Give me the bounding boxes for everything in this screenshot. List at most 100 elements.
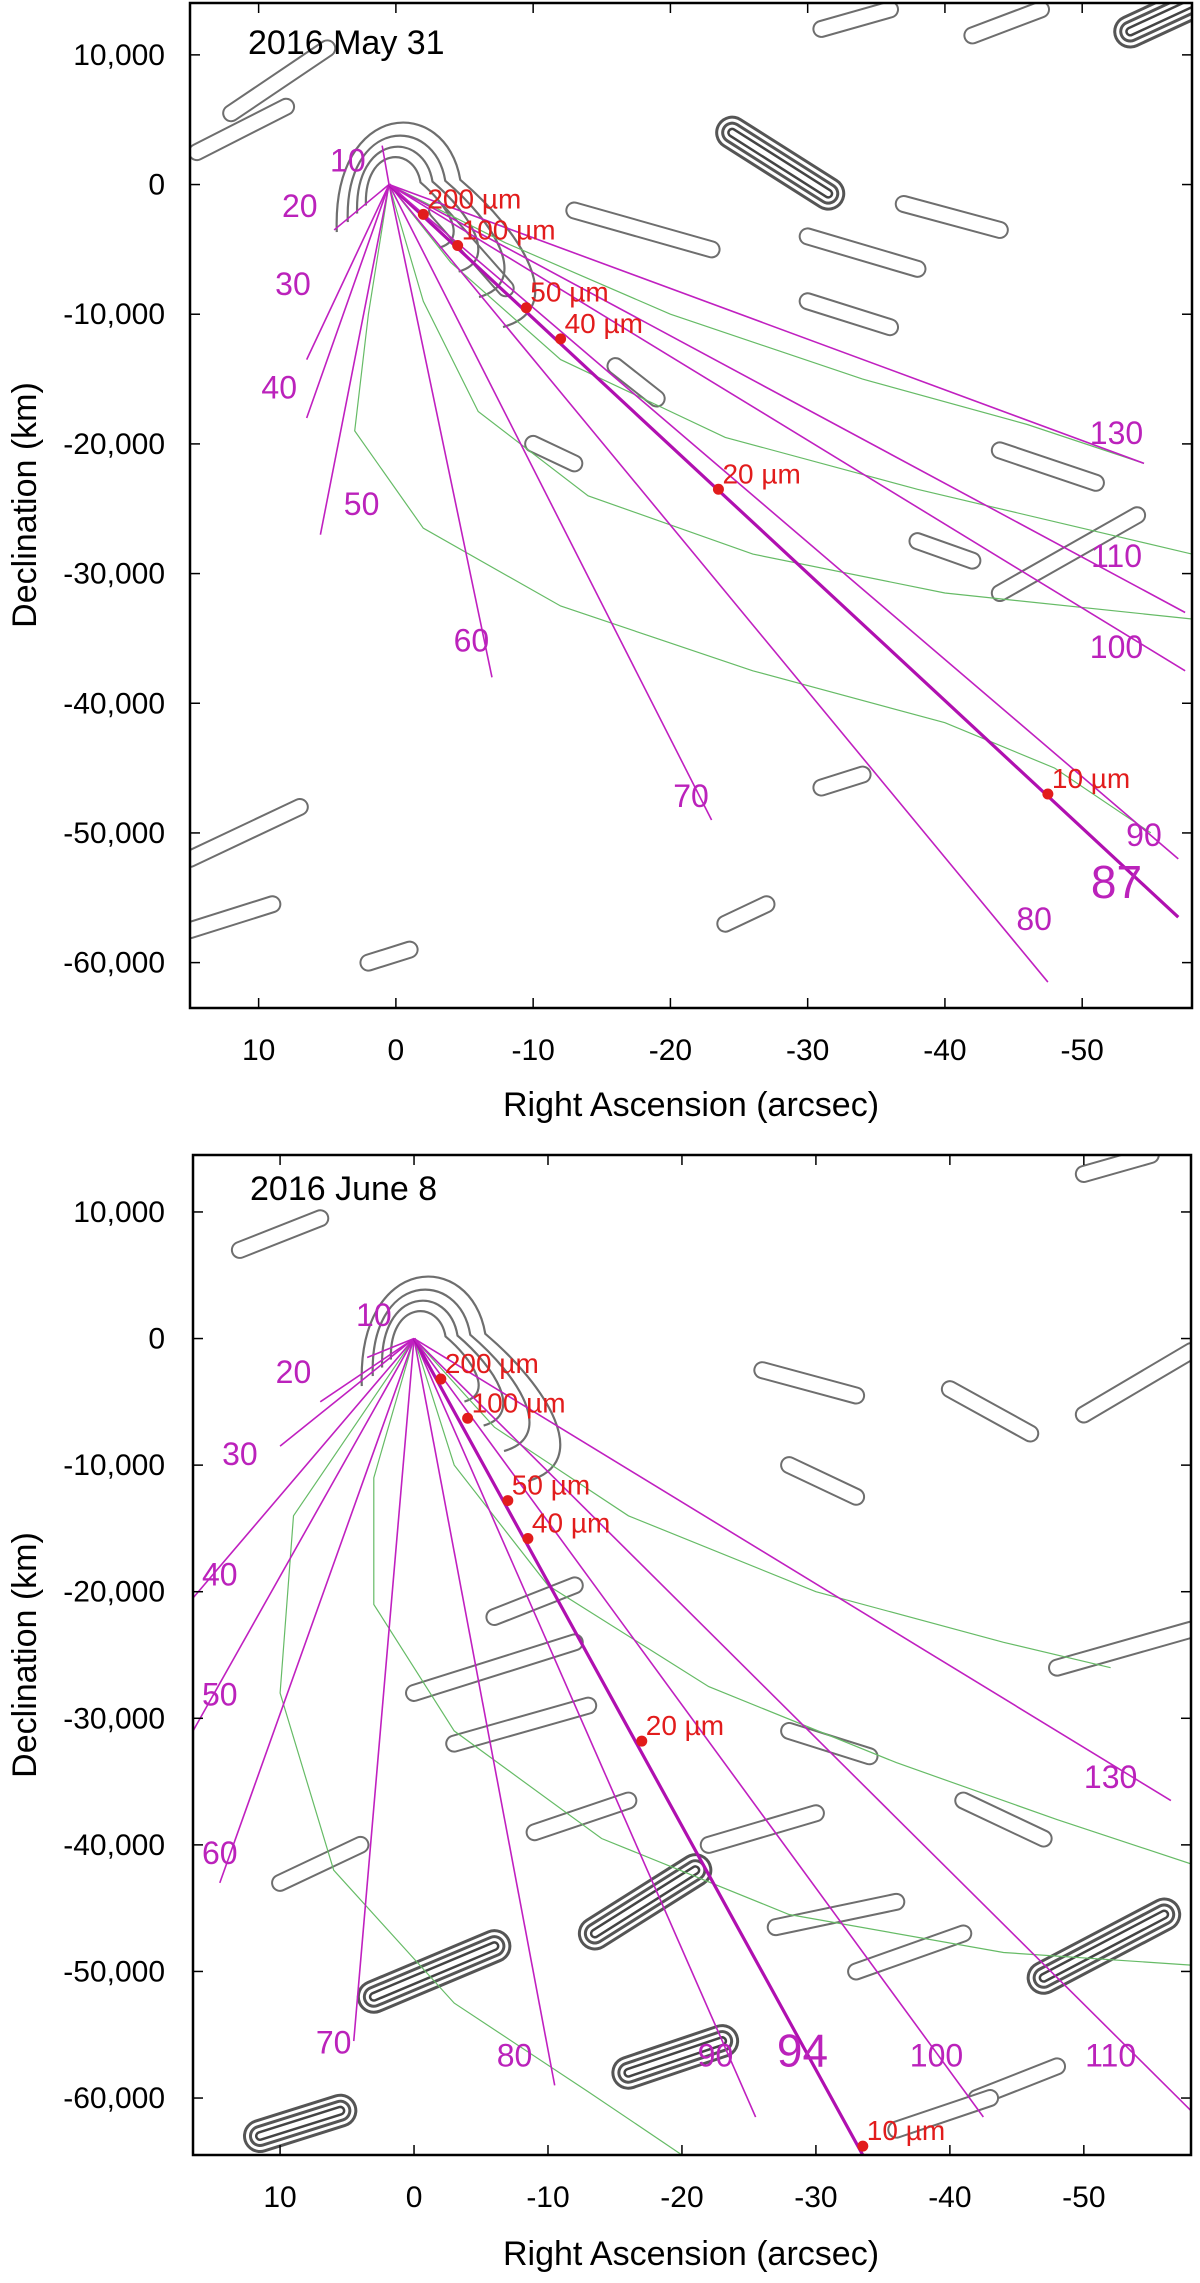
particle-size-label: 20 µm [722, 458, 800, 489]
particle-size-label: 100 µm [462, 214, 556, 245]
syndyne-angle-label: 20 [276, 1354, 312, 1390]
syndyne-angle-label: 100 [1090, 629, 1143, 665]
contour-island-interior [755, 1363, 864, 1403]
y-tick-label: -20,000 [63, 428, 165, 461]
syndyne-angle-label: 130 [1084, 1759, 1137, 1795]
coma-contour [346, 134, 506, 299]
syndyne-angle-label: 10 [356, 1297, 392, 1333]
contour-island-interior [1076, 1155, 1158, 1181]
syndyne-angle-label: 110 [1091, 538, 1142, 574]
bright-contour-island [625, 2038, 725, 2076]
panel-2-plot-frame [191, 1153, 1193, 2157]
syndyne-angle-label: 50 [344, 486, 380, 522]
contour-island-interior [782, 1458, 864, 1504]
contour-island-interior [487, 1578, 582, 1625]
syndyne-line [413, 1338, 985, 2118]
synchrone-curve [413, 1338, 1191, 1865]
x-tick-label: -20 [649, 1034, 692, 1067]
panel-2-x-ticks: 10 0 -10 -20 -30 -40 -50 [263, 1155, 1106, 2214]
contour-island-interior [942, 1382, 1038, 1441]
contour-island-interior [361, 942, 417, 970]
y-tick-label: -30,000 [63, 1702, 165, 1735]
syndyne-line [413, 1338, 757, 2118]
panel-2-syndynes [193, 1337, 1191, 2155]
particle-size-label: 200 µm [445, 1348, 539, 1379]
contour-island-interior [965, 3, 1049, 43]
particle-size-marker [636, 1735, 648, 1747]
syndyne-angle-label: 87 [1091, 856, 1142, 908]
y-tick-label: -10,000 [63, 298, 165, 331]
particle-size-label: 40 µm [565, 308, 643, 339]
panel-1-y-axis-label: Declination (km) [6, 382, 44, 628]
contour-island-interior [567, 203, 719, 257]
contour-island-interior [1050, 1622, 1191, 1675]
particle-size-label: 100 µm [472, 1387, 566, 1418]
syndyne-angle-label: 30 [275, 266, 311, 302]
contour-island-interior [814, 767, 870, 795]
y-tick-label: -50,000 [63, 817, 165, 850]
panel-1-syndynes [305, 145, 1186, 983]
syndyne-line [412, 1337, 865, 2155]
contour-island-interior [992, 443, 1103, 490]
syndyne-angle-label: 10 [330, 143, 366, 179]
particle-size-marker [502, 1495, 514, 1507]
contour-island-interior [447, 1698, 596, 1751]
x-tick-label: -30 [786, 1034, 829, 1067]
syndyne-line [193, 1338, 415, 1599]
x-tick-label: -20 [660, 2181, 703, 2214]
x-tick-label: -40 [928, 2181, 971, 2214]
syndyne-line [319, 1337, 415, 1403]
syndyne-angle-label: 100 [910, 2037, 963, 2073]
particle-size-label: 50 µm [530, 277, 608, 308]
panel-2-angle-labels: 10 20 30 40 50 60 70 80 90 94 100 110 130 [202, 1297, 1137, 2077]
y-tick-label: -60,000 [63, 2082, 165, 2115]
y-tick-label: 10,000 [73, 39, 165, 72]
y-tick-label: 10,000 [73, 1196, 165, 1229]
contour-island-interior [849, 1926, 971, 1979]
contour-island-interior [800, 294, 898, 335]
contour-island-interior [992, 508, 1145, 601]
panel-2-y-ticks: 10,000 0 -10,000 -20,000 -30,000 -40,000 -50,0… [63, 1196, 1191, 2115]
syndyne-line [388, 184, 493, 678]
bright-contour-island [257, 2108, 343, 2139]
panel-1-synchrones [354, 183, 1192, 834]
particle-size-label: 200 µm [427, 183, 521, 214]
syndyne-angle-label: 70 [316, 2025, 352, 2061]
contour-island-interior [889, 2091, 998, 2137]
panel-1-title: 2016 May 31 [248, 24, 445, 62]
syndyne-line [413, 1337, 1172, 1802]
particle-size-marker [417, 208, 429, 220]
syndyne-line [388, 184, 1049, 983]
y-tick-label: -10,000 [63, 1449, 165, 1482]
syndyne-angle-label: 60 [202, 1835, 238, 1871]
x-tick-label: -30 [794, 2181, 837, 2214]
contour-island-interior [190, 897, 280, 938]
syndyne-line [381, 145, 390, 185]
syndyne-angle-label: 130 [1090, 415, 1143, 451]
coma-contour [371, 1288, 531, 1453]
syndyne-line [219, 1338, 415, 1884]
particle-size-marker [857, 2140, 869, 2152]
syndyne-line [388, 183, 1186, 614]
x-tick-label: -10 [526, 2181, 569, 2214]
coma-contour [360, 1275, 562, 1483]
syndyne-line [366, 1337, 415, 1359]
x-tick-label: 0 [406, 2181, 423, 2214]
contour-island-interior [718, 897, 774, 931]
x-tick-label: -40 [923, 1034, 966, 1067]
contour-island-interior [407, 1635, 582, 1700]
particle-size-marker [452, 239, 464, 251]
panel-2-particles: 200 µm 100 µm 50 µm 40 µm 20 µm 10 µm [435, 1348, 945, 2152]
syndyne-line [413, 1338, 556, 2086]
panel-2-synchrones [279, 1338, 1191, 2155]
panel-2-contours [230, 1155, 1191, 2154]
particle-size-label: 10 µm [867, 2115, 945, 2146]
syndyne-line [388, 183, 1186, 672]
bright-contour-island [592, 1867, 698, 1936]
contour-island-interior [956, 1793, 1051, 1846]
syndyne-line [193, 1338, 415, 1732]
